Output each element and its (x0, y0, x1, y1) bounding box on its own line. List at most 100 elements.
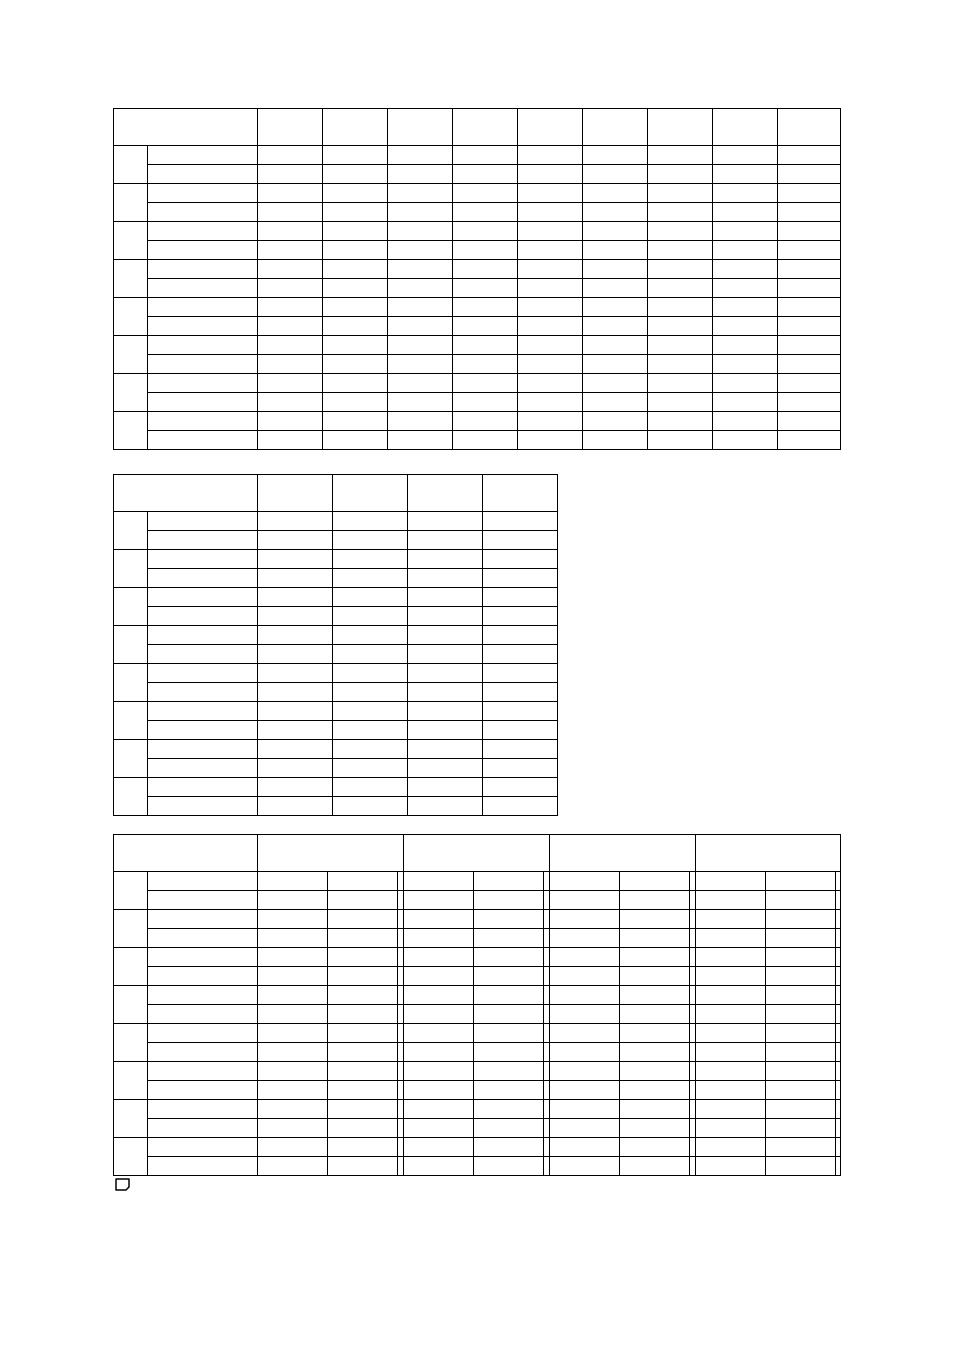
table-cell (483, 797, 558, 816)
table-cell (328, 1157, 398, 1176)
table-cell (518, 317, 583, 336)
table-cell (323, 241, 388, 260)
table-cell (258, 986, 328, 1005)
table-2-g1-col1 (114, 512, 148, 550)
table-cell (648, 431, 713, 450)
table-row (114, 279, 841, 298)
table-cell (258, 317, 323, 336)
table-cell (474, 891, 544, 910)
table-row (114, 317, 841, 336)
table-cell (148, 279, 258, 298)
table-cell (766, 872, 836, 891)
table-cell (148, 759, 258, 778)
table-2-g8-col1 (114, 778, 148, 816)
table-1-h-col10 (778, 109, 841, 146)
table-cell (453, 184, 518, 203)
table-3-g1-col1 (114, 872, 148, 910)
table-cell (258, 374, 323, 393)
table-row (114, 645, 558, 664)
table-cell (483, 626, 558, 645)
table-cell (778, 355, 841, 374)
table-cell (474, 1119, 544, 1138)
table-cell (696, 1005, 766, 1024)
table-cell (583, 355, 648, 374)
table-cell (323, 374, 388, 393)
table-1-h-col3 (323, 109, 388, 146)
table-cell (648, 146, 713, 165)
table-2-header-row (114, 475, 558, 512)
table-cell (583, 279, 648, 298)
table-cell (713, 184, 778, 203)
table-row (114, 298, 841, 317)
table-cell (408, 740, 483, 759)
table-cell (408, 683, 483, 702)
table-cell (778, 393, 841, 412)
table-cell (148, 588, 258, 607)
table-cell (258, 146, 323, 165)
table-row (114, 1119, 841, 1138)
table-cell (778, 165, 841, 184)
table-cell (408, 512, 483, 531)
table-2-g4-col1 (114, 626, 148, 664)
table-cell (408, 702, 483, 721)
table-cell (696, 986, 766, 1005)
table-cell (778, 336, 841, 355)
table-cell (404, 929, 474, 948)
table-cell (518, 279, 583, 298)
table-2-h-col5 (483, 475, 558, 512)
table-cell (323, 203, 388, 222)
table-cell (766, 1100, 836, 1119)
table-cell (483, 588, 558, 607)
table-cell (778, 279, 841, 298)
table-cell (323, 393, 388, 412)
table-cell (518, 165, 583, 184)
table-cell (148, 1119, 258, 1138)
table-cell (620, 910, 690, 929)
table-1-h-col2 (258, 109, 323, 146)
table-cell (518, 222, 583, 241)
table-cell (518, 393, 583, 412)
table-cell (333, 759, 408, 778)
table-cell (148, 702, 258, 721)
table-cell (258, 336, 323, 355)
table-row (114, 1081, 841, 1100)
table-cell (328, 1119, 398, 1138)
table-cell (258, 778, 333, 797)
table-row (114, 222, 841, 241)
table-cell (148, 1081, 258, 1100)
table-cell (648, 393, 713, 412)
table-cell (258, 1081, 328, 1100)
table-row (114, 1062, 841, 1081)
table-3-g7-col1 (114, 1100, 148, 1138)
table-cell (518, 374, 583, 393)
table-cell (583, 412, 648, 431)
table-cell (404, 872, 474, 891)
table-1-g1-col1 (114, 146, 148, 184)
table-cell (408, 588, 483, 607)
table-cell (328, 929, 398, 948)
table-cell (696, 967, 766, 986)
table-3-h-grp3 (550, 835, 696, 872)
table-cell (620, 891, 690, 910)
table-cell (258, 393, 323, 412)
table-cell (404, 948, 474, 967)
note-marker-row (115, 1178, 841, 1196)
table-1 (113, 108, 841, 450)
table-cell (333, 626, 408, 645)
table-cell (258, 431, 323, 450)
table-cell (766, 1157, 836, 1176)
table-cell (388, 260, 453, 279)
table-2 (113, 474, 558, 816)
table-cell (836, 1119, 841, 1138)
table-cell (388, 317, 453, 336)
table-cell (583, 374, 648, 393)
table-cell (836, 1157, 841, 1176)
table-cell (483, 759, 558, 778)
table-cell (836, 948, 841, 967)
table-cell (388, 241, 453, 260)
table-cell (518, 412, 583, 431)
page (0, 0, 954, 1350)
table-cell (518, 241, 583, 260)
table-cell (148, 1062, 258, 1081)
table-cell (778, 241, 841, 260)
